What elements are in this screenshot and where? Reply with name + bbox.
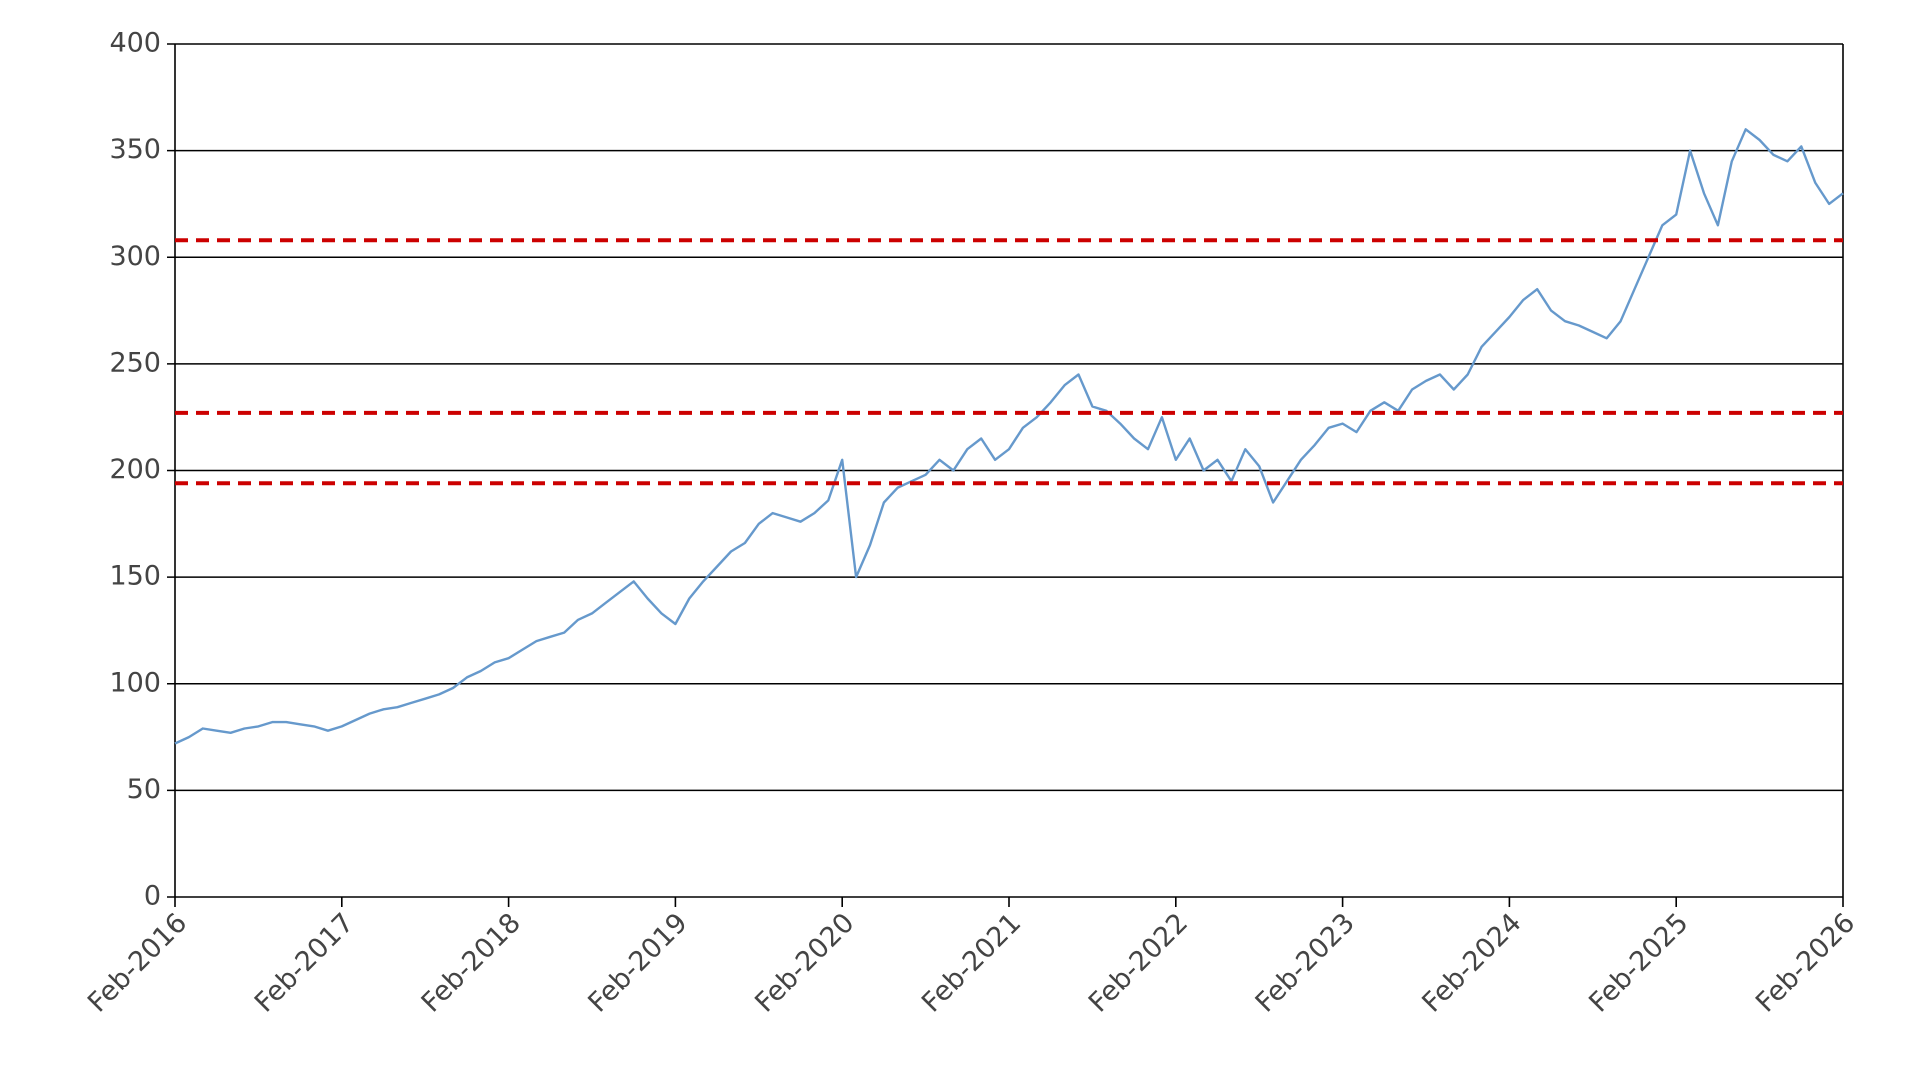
x-tick-label: Feb-2023 [1250, 907, 1361, 1018]
x-tick-label: Feb-2017 [249, 907, 360, 1018]
x-tick-label: Feb-2019 [582, 907, 693, 1018]
y-tick-label: 400 [109, 28, 161, 59]
y-tick-label: 200 [109, 454, 161, 485]
x-tick-label: Feb-2024 [1416, 907, 1527, 1018]
price-line [174, 128, 1844, 745]
y-tick-label: 150 [109, 561, 161, 592]
x-tick-label: Feb-2021 [916, 907, 1027, 1018]
y-tick-label: 300 [109, 241, 161, 272]
y-tick-label: 250 [109, 347, 161, 378]
x-tick-label: Feb-2016 [82, 907, 193, 1018]
y-tick-label: 50 [127, 774, 161, 805]
x-tick-label: Feb-2020 [749, 907, 860, 1018]
y-tick-label: 100 [109, 667, 161, 698]
x-tick-label: Feb-2025 [1583, 907, 1694, 1018]
x-tick-label: Feb-2026 [1750, 907, 1861, 1018]
y-tick-label: 0 [144, 881, 161, 912]
y-tick-label: 350 [109, 134, 161, 165]
x-tick-label: Feb-2018 [416, 907, 527, 1018]
x-tick-label: Feb-2022 [1083, 907, 1194, 1018]
